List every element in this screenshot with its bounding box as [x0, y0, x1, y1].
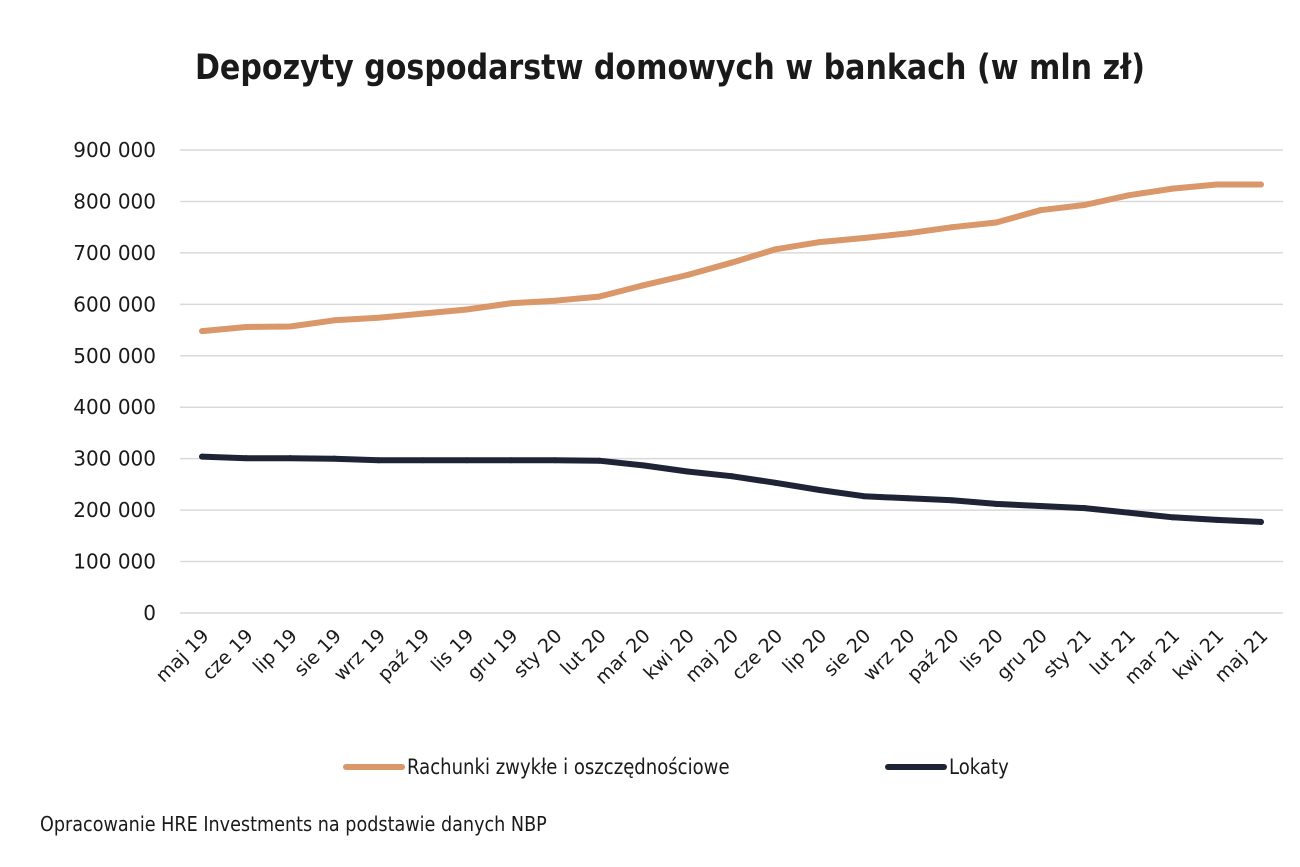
data-point [287, 455, 294, 462]
data-point [199, 328, 206, 335]
data-point [772, 479, 779, 486]
legend-label-lokaty: Lokaty [949, 755, 1009, 779]
legend-item-rachunki: Rachunki zwykłe i oszczędnościowe [343, 755, 782, 779]
legend-item-lokaty: Lokaty [885, 755, 1019, 779]
data-point [728, 473, 735, 480]
data-point [640, 462, 647, 469]
data-point [772, 246, 779, 253]
data-point [463, 306, 470, 313]
x-tick-label: sty 20 [509, 625, 566, 682]
data-point [949, 224, 956, 231]
x-tick-label: gru 20 [992, 625, 1051, 684]
data-point [816, 239, 823, 246]
x-tick-label: cze 20 [728, 625, 788, 685]
data-point [860, 493, 867, 500]
y-tick-label: 0 [143, 601, 156, 625]
data-point [684, 272, 691, 279]
legend-swatch-rachunki [343, 764, 405, 770]
data-point [419, 457, 426, 464]
data-point [331, 455, 338, 462]
data-point [904, 230, 911, 237]
data-point [375, 314, 382, 321]
data-point [1081, 202, 1088, 209]
data-point [287, 323, 294, 330]
data-point [552, 297, 559, 304]
data-point [596, 457, 603, 464]
legend-swatch-lokaty [885, 764, 947, 770]
data-point [507, 457, 514, 464]
data-point [243, 455, 250, 462]
data-point [463, 457, 470, 464]
x-tick-label: sty 21 [1039, 625, 1096, 682]
y-tick-label: 500 000 [73, 344, 156, 368]
legend: Rachunki zwykłe i oszczędnościowe Lokaty [0, 755, 1300, 785]
legend-label-rachunki: Rachunki zwykłe i oszczędnościowe [407, 755, 730, 779]
data-point [243, 323, 250, 330]
y-tick-label: 700 000 [73, 241, 156, 265]
y-tick-label: 900 000 [73, 138, 156, 162]
data-point [331, 317, 338, 324]
data-point [1169, 185, 1176, 192]
data-point [949, 497, 956, 504]
data-point [1257, 518, 1264, 525]
data-point [552, 457, 559, 464]
y-tick-label: 100 000 [73, 550, 156, 574]
y-tick-label: 600 000 [73, 292, 156, 316]
data-point [1125, 192, 1132, 199]
data-point [1125, 509, 1132, 516]
source-note: Opracowanie HRE Investments na podstawie… [40, 812, 547, 836]
data-point [993, 219, 1000, 226]
series-lines [199, 181, 1264, 525]
data-point [816, 487, 823, 494]
data-point [993, 500, 1000, 507]
gridlines [180, 149, 1283, 614]
data-point [728, 259, 735, 266]
data-point [1081, 505, 1088, 512]
y-tick-label: 200 000 [73, 498, 156, 522]
chart-title: Depozyty gospodarstw domowych w bankach … [194, 48, 1146, 88]
data-point [596, 293, 603, 300]
data-point [507, 300, 514, 307]
data-point [199, 453, 206, 460]
data-point [419, 310, 426, 317]
x-tick-label: gru 19 [463, 625, 522, 684]
series-line-lokaty [199, 453, 1264, 525]
x-tick-label: maj 19 [152, 625, 214, 687]
data-point [375, 457, 382, 464]
y-tick-label: 800 000 [73, 189, 156, 213]
data-point [1169, 514, 1176, 521]
data-point [904, 495, 911, 502]
series-line-rachunki [199, 181, 1264, 335]
data-point [684, 468, 691, 475]
y-tick-label: 400 000 [73, 395, 156, 419]
y-axis-ticks: 0 100 000 200 000 300 000 400 000 500 000 600 … [73, 138, 156, 625]
data-point [1213, 516, 1220, 523]
data-point [860, 234, 867, 241]
data-point [1213, 181, 1220, 188]
data-point [1037, 502, 1044, 509]
data-point [1037, 207, 1044, 214]
y-tick-label: 300 000 [73, 447, 156, 471]
data-point [640, 282, 647, 289]
data-point [1257, 181, 1264, 188]
x-tick-label: cze 19 [198, 625, 258, 685]
